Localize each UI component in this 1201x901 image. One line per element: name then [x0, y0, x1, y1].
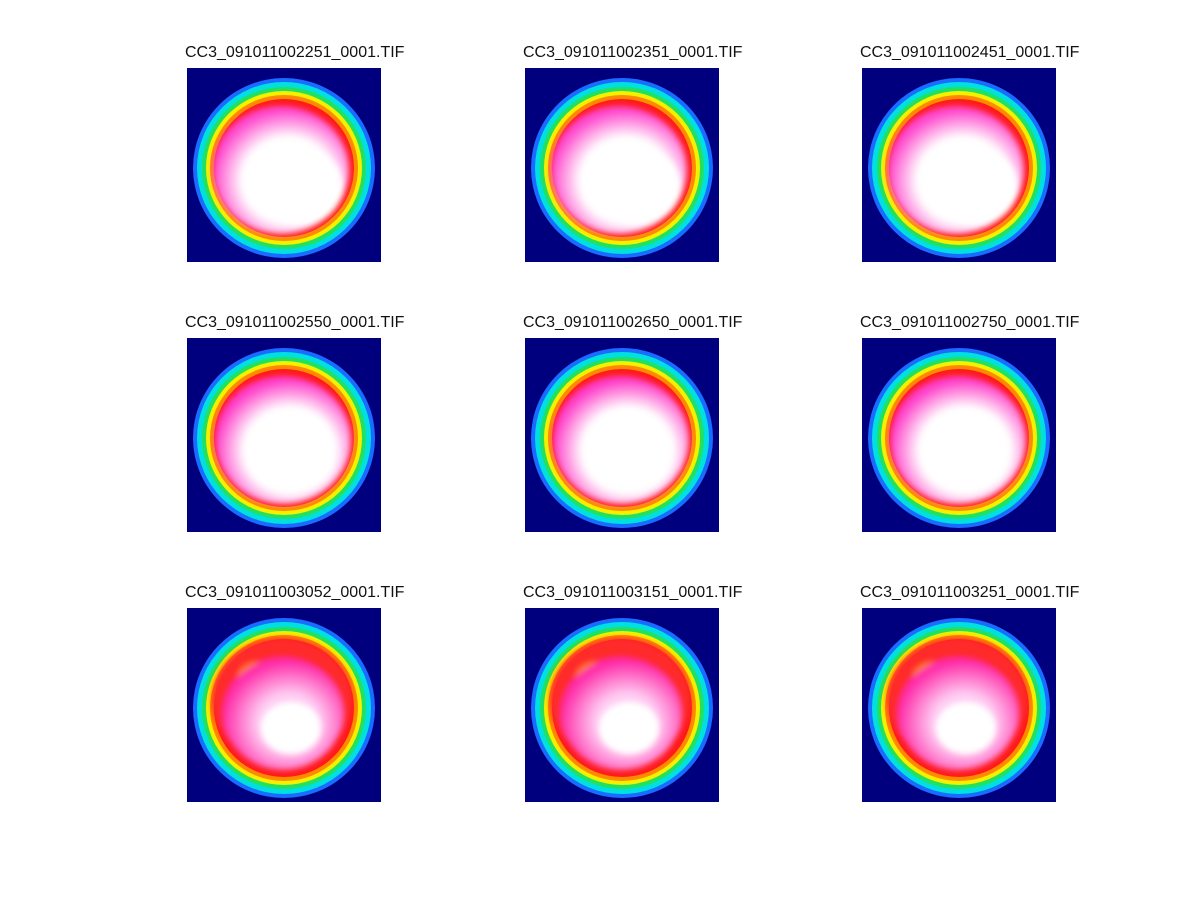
sky-image [187, 68, 381, 262]
panel-title: CC3_091011002451_0001.TIF [860, 44, 1080, 61]
sky-image [525, 68, 719, 262]
sky-image [525, 338, 719, 532]
sky-image [525, 608, 719, 802]
panel-title: CC3_091011002351_0001.TIF [523, 44, 743, 61]
panel-title: CC3_091011002550_0001.TIF [185, 314, 405, 331]
panel-title: CC3_091011002251_0001.TIF [185, 44, 405, 61]
panel-title: CC3_091011002750_0001.TIF [860, 314, 1080, 331]
sky-image [862, 338, 1056, 532]
panel-title: CC3_091011002650_0001.TIF [523, 314, 743, 331]
panel-title: CC3_091011003251_0001.TIF [860, 584, 1080, 601]
sky-image [862, 608, 1056, 802]
panel-title: CC3_091011003151_0001.TIF [523, 584, 743, 601]
sky-image [862, 68, 1056, 262]
panel-title: CC3_091011003052_0001.TIF [185, 584, 405, 601]
sky-image [187, 338, 381, 532]
sky-image [187, 608, 381, 802]
